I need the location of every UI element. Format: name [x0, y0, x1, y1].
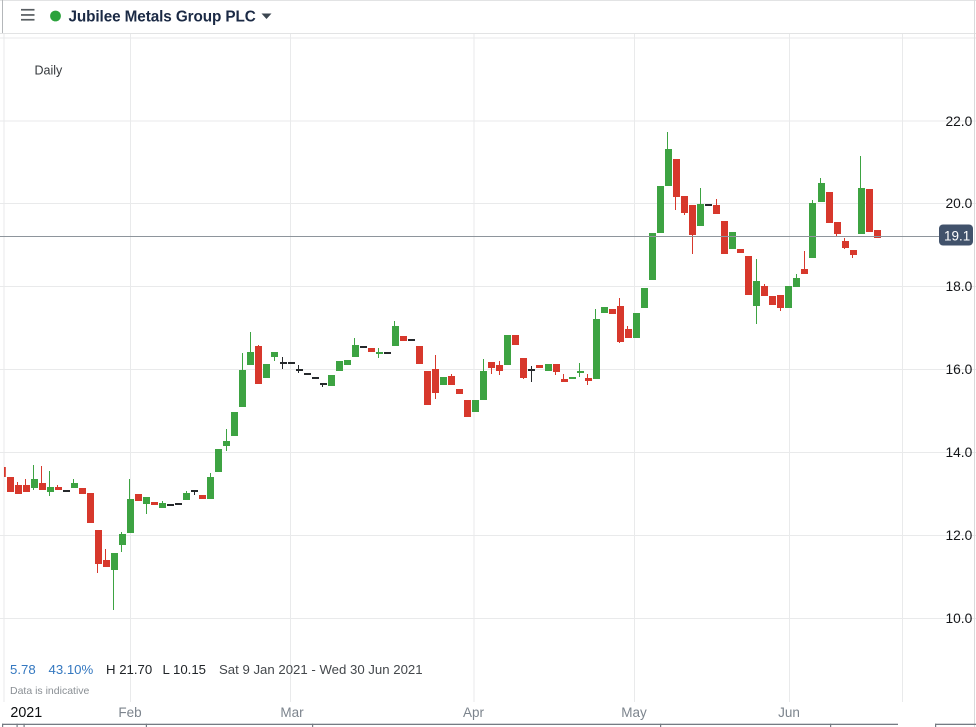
svg-text:43.10%: 43.10% [49, 662, 94, 677]
svg-text:Mar: Mar [280, 705, 304, 720]
svg-text:H 21.70: H 21.70 [106, 662, 152, 677]
svg-text:5.78: 5.78 [10, 662, 36, 677]
svg-text:10.0: 10.0 [945, 611, 972, 626]
svg-text:Daily: Daily [35, 64, 64, 78]
svg-text:Apr: Apr [463, 705, 485, 720]
svg-text:2021: 2021 [10, 705, 42, 721]
svg-text:L 10.15: L 10.15 [163, 662, 207, 677]
svg-text:22.0: 22.0 [945, 114, 972, 129]
svg-text:18.0: 18.0 [945, 279, 972, 294]
svg-text:Sat 9 Jan 2021 - Wed 30 Jun 20: Sat 9 Jan 2021 - Wed 30 Jun 2021 [219, 662, 423, 677]
svg-text:19.1: 19.1 [944, 229, 970, 244]
svg-text:May: May [621, 705, 647, 720]
svg-text:16.0: 16.0 [945, 362, 972, 377]
svg-text:Feb: Feb [118, 705, 141, 720]
svg-text:Data is indicative: Data is indicative [10, 685, 90, 697]
svg-text:Jun: Jun [778, 705, 800, 720]
svg-text:14.0: 14.0 [945, 445, 972, 460]
svg-text:12.0: 12.0 [945, 528, 972, 543]
svg-text:20.0: 20.0 [945, 196, 972, 211]
svg-text:Jubilee Metals Group PLC: Jubilee Metals Group PLC [69, 9, 256, 26]
